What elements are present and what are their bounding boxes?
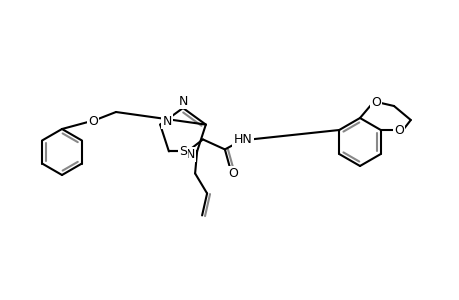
Text: O: O bbox=[393, 124, 403, 136]
Text: HN: HN bbox=[233, 133, 252, 146]
Text: O: O bbox=[228, 167, 237, 180]
Text: O: O bbox=[88, 115, 98, 128]
Text: S: S bbox=[179, 145, 186, 158]
Text: O: O bbox=[370, 95, 380, 109]
Text: N: N bbox=[162, 115, 172, 128]
Text: N: N bbox=[185, 148, 194, 161]
Text: N: N bbox=[178, 94, 187, 107]
